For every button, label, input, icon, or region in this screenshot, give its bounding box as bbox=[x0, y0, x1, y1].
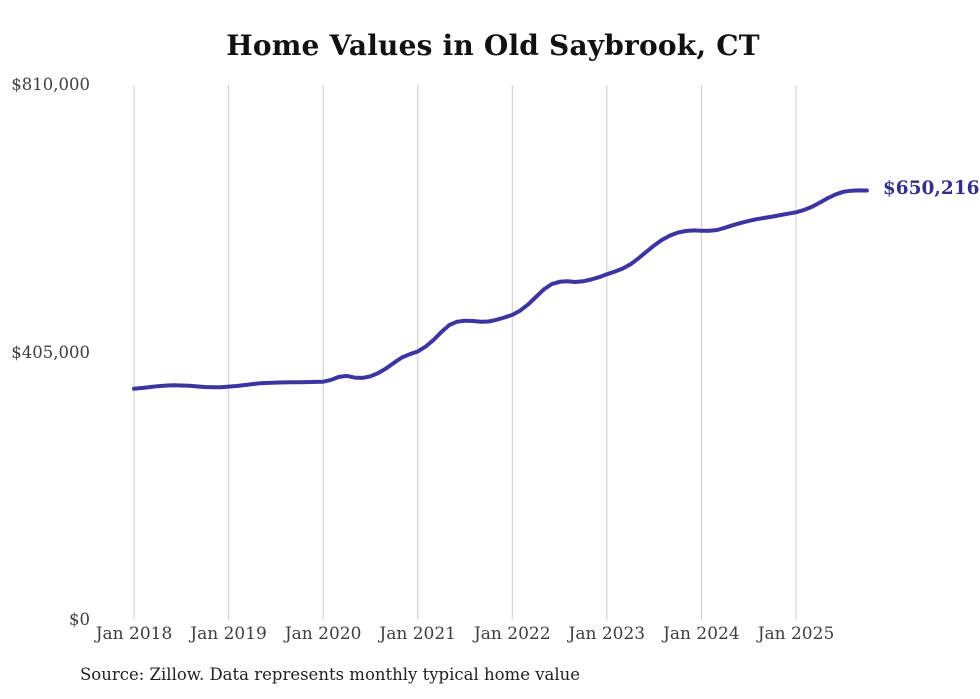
x-tick-label: Jan 2019 bbox=[190, 624, 267, 644]
x-tick-label: Jan 2020 bbox=[284, 624, 362, 644]
y-tick-label: $405,000 bbox=[11, 342, 90, 362]
chart-title: Home Values in Old Saybrook, CT bbox=[226, 29, 760, 62]
x-tick-label: Jan 2021 bbox=[379, 624, 456, 644]
x-tick-label: Jan 2018 bbox=[95, 624, 173, 644]
x-tick-label: Jan 2025 bbox=[757, 624, 835, 644]
x-tick-label: Jan 2024 bbox=[663, 624, 740, 644]
y-tick-label: $810,000 bbox=[11, 75, 90, 94]
x-tick-label: Jan 2023 bbox=[568, 624, 646, 644]
source-note: Source: Zillow. Data represents monthly … bbox=[80, 665, 581, 684]
home-value-line bbox=[132, 188, 869, 391]
x-tick-label: Jan 2022 bbox=[473, 624, 551, 644]
y-tick-label: $0 bbox=[69, 610, 90, 629]
final-value-label: $650,216 bbox=[882, 177, 980, 199]
